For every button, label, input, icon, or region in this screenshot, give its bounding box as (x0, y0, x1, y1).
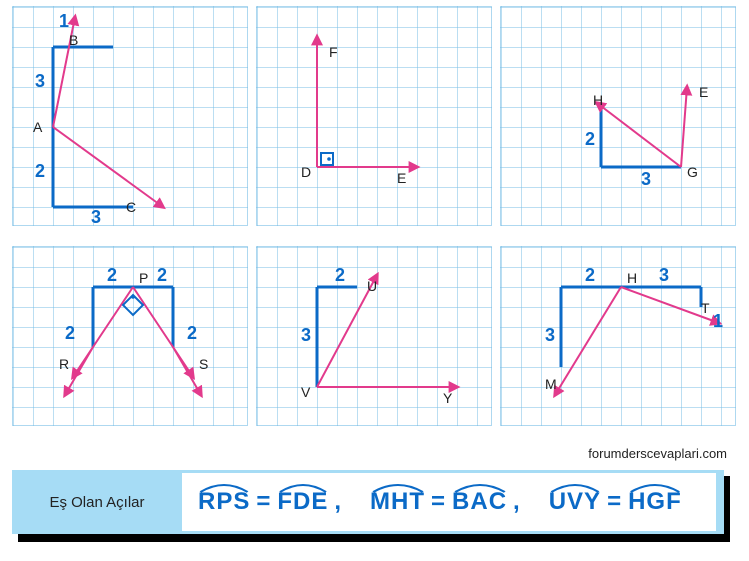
diagram-3-svg: H G E 2 3 (501, 7, 737, 227)
label-M: M (545, 376, 557, 392)
answer-label: Eş Olan Açılar (12, 470, 182, 534)
label-S: S (199, 356, 208, 372)
diagram-4-svg: P R S 2 2 2 2 (13, 247, 249, 427)
angle-arc-icon (198, 482, 250, 494)
num-2: 2 (107, 265, 117, 285)
num-2: 2 (35, 161, 45, 181)
diagram-6: H M T 2 3 1 3 (500, 246, 736, 426)
label-H: H (627, 270, 637, 286)
separator: , (513, 488, 521, 516)
ray-HM (555, 287, 621, 395)
ray-GH (597, 103, 681, 167)
label-G: G (687, 164, 698, 180)
angle-pair-3: UVY = HGF (549, 488, 688, 516)
num-3: 3 (301, 325, 311, 345)
num-2: 2 (335, 265, 345, 285)
ray-PS (133, 287, 193, 377)
ray-PR (73, 287, 133, 377)
label-R: R (59, 356, 69, 372)
angle-arc-icon (549, 482, 601, 494)
label-H: H (593, 92, 603, 108)
diagram-5: V U Y 2 3 (256, 246, 492, 426)
label-U: U (367, 278, 377, 294)
num-1: 1 (713, 311, 723, 331)
equals-sign: = (256, 488, 271, 516)
equals-sign: = (431, 488, 446, 516)
angle-FDE: FDE (277, 488, 328, 516)
angle-arc-icon (277, 482, 328, 494)
num-2: 2 (187, 323, 197, 343)
angle-MHT: MHT (370, 488, 425, 516)
equals-sign: = (607, 488, 622, 516)
diagram-3: H G E 2 3 (500, 6, 736, 226)
num-3: 3 (35, 71, 45, 91)
label-D: D (301, 164, 311, 180)
answer-inner: Eş Olan Açılar RPS = FDE , MHT = (12, 470, 724, 534)
angle-UVY: UVY (549, 488, 601, 516)
label-Y: Y (443, 390, 453, 406)
diagram-2: F D E (256, 6, 492, 226)
angle-HGF: HGF (628, 488, 682, 516)
diagram-4: P R S 2 2 2 2 (12, 246, 248, 426)
separator: , (334, 488, 342, 516)
answer-panel: Eş Olan Açılar RPS = FDE , MHT = (12, 470, 736, 548)
diagram-1-svg: A B C 1 3 2 3 (13, 7, 249, 227)
answer-formula: RPS = FDE , MHT = BAC , (182, 473, 716, 531)
diagram-5-svg: V U Y 2 3 (257, 247, 493, 427)
num-2: 2 (585, 265, 595, 285)
angle-arc-icon (628, 482, 682, 494)
num-3: 3 (659, 265, 669, 285)
ray-AC (53, 127, 163, 207)
label-B: B (69, 32, 78, 48)
num-3: 3 (91, 207, 101, 227)
label-P: P (139, 270, 148, 286)
ray-R-ext (65, 347, 93, 395)
watermark: forumderscevaplari.com (588, 446, 727, 461)
diagram-2-svg: F D E (257, 7, 493, 227)
num-2: 2 (65, 323, 75, 343)
right-angle-mark (321, 153, 333, 165)
num-2: 2 (157, 265, 167, 285)
ray-S-ext (173, 347, 201, 395)
num-2: 2 (585, 129, 595, 149)
ray-GE (681, 87, 687, 167)
label-E: E (397, 170, 406, 186)
label-A: A (33, 119, 43, 135)
angle-dot (131, 295, 135, 299)
diagram-1: A B C 1 3 2 3 (12, 6, 248, 226)
angle-pair-2: MHT = BAC , (370, 488, 521, 516)
label-E: E (699, 84, 708, 100)
label-F: F (329, 44, 338, 60)
label-V: V (301, 384, 311, 400)
num-3: 3 (641, 169, 651, 189)
label-C: C (126, 199, 136, 215)
angle-arc-icon (452, 482, 507, 494)
angle-RPS: RPS (198, 488, 250, 516)
num-1: 1 (59, 11, 69, 31)
diagram-6-svg: H M T 2 3 1 3 (501, 247, 737, 427)
angle-BAC: BAC (452, 488, 507, 516)
angle-pair-1: RPS = FDE , (198, 488, 342, 516)
angle-arc-icon (370, 482, 425, 494)
right-angle-dot (327, 157, 331, 161)
label-T: T (701, 300, 710, 316)
num-3: 3 (545, 325, 555, 345)
